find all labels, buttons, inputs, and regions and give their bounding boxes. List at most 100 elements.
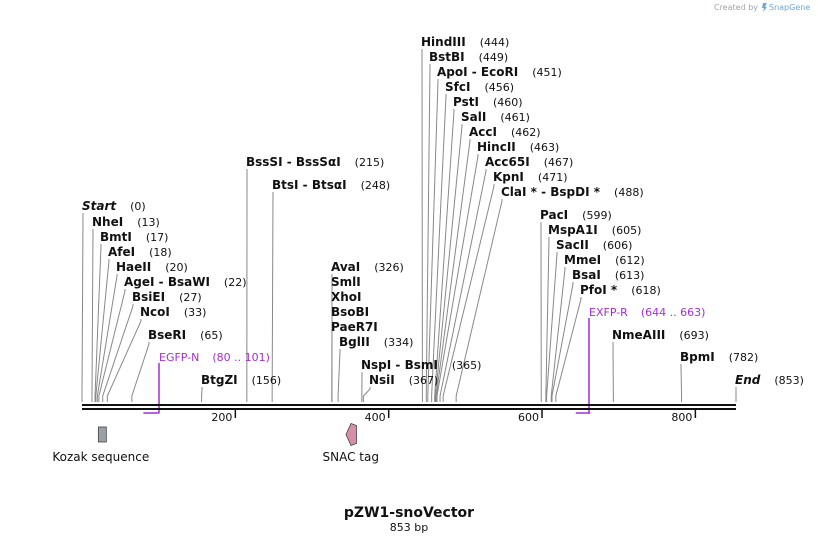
leader-start	[81, 213, 84, 402]
site-name: End	[735, 373, 761, 387]
leader-bsai	[551, 282, 574, 402]
site-position: (367)	[409, 374, 439, 387]
site-name: BtsI - BtsαI	[272, 178, 347, 192]
site-name: SacII	[556, 238, 589, 252]
site-paci[interactable]: PacI (599)	[540, 208, 612, 222]
tick-label: 800	[671, 411, 692, 424]
leader-sacii	[546, 252, 558, 402]
site-smli[interactable]: SmlI	[331, 275, 361, 289]
site-kpni[interactable]: KpnI (471)	[493, 170, 568, 184]
site-position: (605)	[612, 224, 642, 237]
site-leader-lines	[81, 49, 737, 402]
site-position: (693)	[679, 329, 709, 342]
site-nmeaiii[interactable]: NmeAIII (693)	[612, 328, 709, 342]
site-name: AgeI - BsaWI	[124, 275, 210, 289]
credit-prefix: Created by	[714, 3, 758, 12]
site-hincii[interactable]: HincII (463)	[477, 140, 559, 154]
site-sacii[interactable]: SacII (606)	[556, 238, 632, 252]
site-position: (456)	[484, 81, 514, 94]
site-name: SalI	[461, 110, 486, 124]
site-name: MspA1I	[548, 223, 598, 237]
site-bsssi-bsss-i[interactable]: BssSI - BssSαI (215)	[246, 155, 384, 169]
leader-apoi-ecori	[427, 79, 439, 402]
site-bstbi[interactable]: BstBI (449)	[429, 50, 508, 64]
site-position: (462)	[511, 126, 541, 139]
primer-egfp-n[interactable]: EGFP-N (80 .. 101)	[143, 351, 270, 414]
site-clai-bspdi[interactable]: ClaI * - BspDI * (488)	[501, 185, 644, 199]
site-xhoi[interactable]: XhoI	[331, 290, 362, 304]
site-paer7i[interactable]: PaeR7I	[331, 320, 378, 334]
leader-pfoi	[555, 297, 582, 402]
site-name: AccI	[469, 125, 497, 139]
site-name: Start	[82, 199, 117, 213]
site-bpmi[interactable]: BpmI (782)	[680, 350, 758, 364]
feature-kozak-sequence[interactable]: Kozak sequence	[52, 426, 149, 464]
site-sfci[interactable]: SfcI (456)	[445, 80, 514, 94]
feature-snac-tag[interactable]: SNAC tag	[322, 422, 379, 465]
site-btsi-bts-i[interactable]: BtsI - BtsαI (248)	[272, 178, 390, 192]
site-name: BmtI	[100, 230, 132, 244]
feature-arrow	[345, 422, 357, 447]
site-pfoi[interactable]: PfoI * (618)	[580, 283, 661, 297]
site-bsiei[interactable]: BsiEI (27)	[132, 290, 202, 304]
map-title: pZW1-snoVector	[344, 505, 474, 521]
site-name: NcoI	[140, 305, 170, 319]
site-nspi-bsmi[interactable]: NspI - BsmI (365)	[361, 358, 481, 372]
site-apoi-ecori[interactable]: ApoI - EcoRI (451)	[437, 65, 562, 79]
site-afei[interactable]: AfeI (18)	[108, 245, 172, 259]
site-position: (488)	[614, 186, 644, 199]
leader-nsii	[362, 387, 371, 402]
site-position: (613)	[615, 269, 645, 282]
site-bsai[interactable]: BsaI (613)	[572, 268, 644, 282]
site-start[interactable]: Start (0)	[82, 199, 146, 213]
site-bsobi[interactable]: BsoBI	[331, 305, 369, 319]
site-bglii[interactable]: BglII (334)	[339, 335, 413, 349]
site-ncoi[interactable]: NcoI (33)	[140, 305, 206, 319]
credit-brand: SnapGene	[769, 3, 810, 12]
leader-btsi-bts-i	[271, 192, 274, 402]
site-name: XhoI	[331, 290, 362, 304]
site-name: SfcI	[445, 80, 470, 94]
site-name: BsaI	[572, 268, 601, 282]
site-name: BpmI	[680, 350, 715, 364]
site-agei-bsawi[interactable]: AgeI - BsaWI (22)	[124, 275, 247, 289]
restriction-site-labels: Start (0) NheI (13) BmtI (17) AfeI (18)HaeII (20…	[82, 35, 804, 387]
site-psti[interactable]: PstI (460)	[453, 95, 523, 109]
site-name: AvaI	[331, 260, 360, 274]
site-end[interactable]: End (853)	[735, 373, 804, 387]
site-position: (0)	[130, 200, 146, 213]
leader-bmti	[94, 244, 102, 402]
site-name: NsiI	[369, 373, 395, 387]
feature-label: SNAC tag	[322, 450, 378, 464]
site-bseri[interactable]: BseRI (65)	[148, 328, 223, 342]
site-position: (599)	[582, 209, 612, 222]
site-haeii[interactable]: HaeII (20)	[116, 260, 188, 274]
site-name: Acc65I	[485, 155, 530, 169]
site-name: HindIII	[421, 35, 466, 49]
leader-sfci	[431, 94, 447, 402]
site-position: (463)	[530, 141, 560, 154]
site-sali[interactable]: SalI (461)	[461, 110, 530, 124]
site-acc65i[interactable]: Acc65I (467)	[485, 155, 573, 169]
site-name: BseRI	[148, 328, 186, 342]
site-nhei[interactable]: NheI (13)	[92, 215, 160, 229]
leader-bglii	[337, 349, 341, 402]
site-name: BglII	[339, 335, 370, 349]
site-name: PaeR7I	[331, 320, 378, 334]
site-position: (20)	[165, 261, 188, 274]
site-name: PacI	[540, 208, 568, 222]
snapgene-credit[interactable]: Created by SnapGene	[714, 3, 810, 12]
site-acci[interactable]: AccI (462)	[469, 125, 541, 139]
primer-exfp-r[interactable]: EXFP-R (644 .. 663)	[575, 306, 706, 414]
site-mmei[interactable]: MmeI (612)	[564, 253, 645, 267]
site-position: (365)	[452, 359, 482, 372]
leader-bstbi	[425, 64, 431, 402]
site-btgzi[interactable]: BtgZI (156)	[201, 373, 281, 387]
site-nsii[interactable]: NsiI (367)	[369, 373, 438, 387]
site-position: (156)	[252, 374, 282, 387]
site-hindiii[interactable]: HindIII (444)	[421, 35, 509, 49]
site-bmti[interactable]: BmtI (17)	[100, 230, 168, 244]
site-mspa1i[interactable]: MspA1I (605)	[548, 223, 641, 237]
leader-bsiei	[102, 304, 134, 402]
site-avai[interactable]: AvaI (326)	[331, 260, 404, 274]
